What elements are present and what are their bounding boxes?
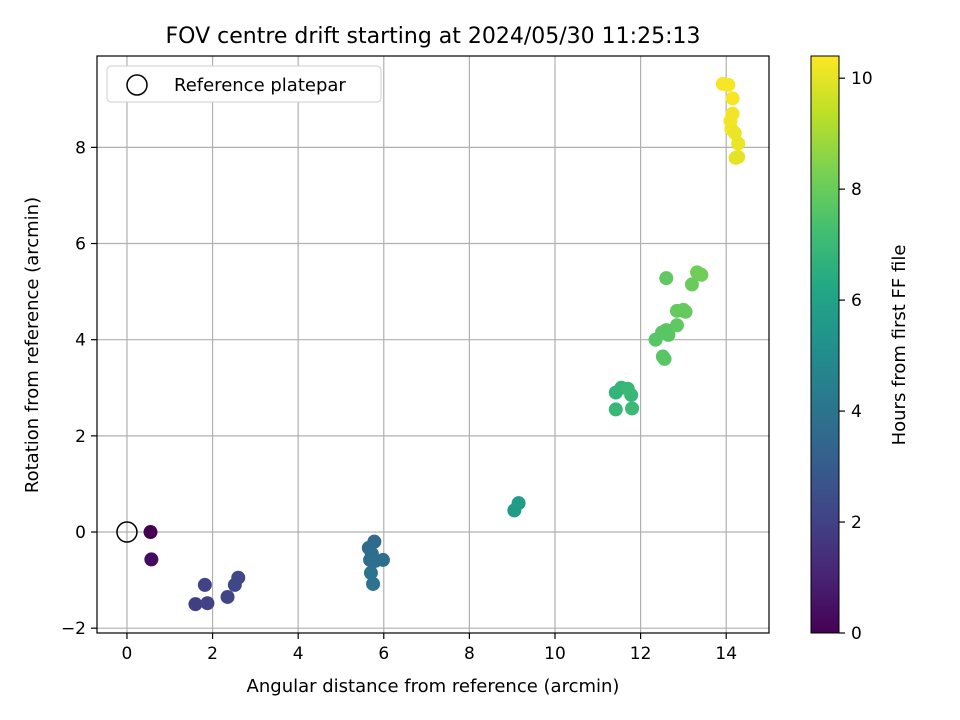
scatter-point [721,77,736,92]
x-tick-label: 10 [544,644,566,664]
scatter-point [731,136,746,151]
scatter-point [366,576,381,591]
scatter-point [625,401,640,416]
y-tick-label: 8 [75,138,86,158]
x-axis-ticks: 0 2 4 6 8 10 12 14 [122,633,737,664]
scatter-point [657,351,672,366]
x-tick-label: 6 [378,644,389,664]
scatter-point [694,267,709,282]
scatter-point [669,318,684,333]
x-tick-label: 2 [207,644,218,664]
scatter-point [367,534,382,549]
colorbar-tick-label: 2 [851,513,862,533]
y-tick-label: 6 [75,235,86,255]
legend-label-reference: Reference platepar [174,75,346,96]
scatter-point [368,553,383,568]
x-tick-label: 14 [715,644,737,664]
colorbar-tick-label: 6 [851,291,862,311]
colorbar-tick-label: 0 [851,624,862,644]
legend-box [106,65,382,103]
scatter-point [659,271,674,286]
colorbar-label: Hours from first FF file [889,245,910,446]
colorbar-tick-label: 8 [851,180,862,200]
scatter-point [725,91,740,106]
scatter-point [188,597,203,612]
scatter-point [144,552,159,567]
colorbar-gradient [810,55,840,634]
scatter-point [220,589,235,604]
x-tick-label: 4 [293,644,304,664]
colorbar: 0 2 4 6 8 10 Hours from first FF file [810,55,910,644]
data-points [143,76,746,612]
scatter-point [200,596,215,611]
colorbar-tick-label: 10 [851,69,873,89]
scatter-point [684,277,699,292]
y-tick-label: −2 [61,619,86,639]
scatter-point [363,565,378,580]
grid-lines [97,56,769,633]
scatter-point [661,327,676,342]
legend: Reference platepar [106,65,382,103]
x-axis-label: Angular distance from reference (arcmin) [247,676,620,697]
scatter-point [231,570,246,585]
chart-title: FOV centre drift starting at 2024/05/30 … [166,24,701,49]
y-tick-label: 4 [75,331,86,351]
colorbar-tick-label: 4 [851,402,862,422]
y-tick-label: 2 [75,427,86,447]
x-tick-label: 0 [122,644,133,664]
scatter-point [608,402,623,417]
x-tick-label: 8 [464,644,475,664]
y-tick-label: 0 [75,523,86,543]
scatter-point [678,304,693,319]
scatter-point [143,525,158,540]
x-tick-label: 12 [630,644,652,664]
y-axis-ticks: −2 0 2 4 6 8 [61,138,97,639]
reference-platepar-marker [116,521,138,543]
scatter-point [727,125,742,140]
scatter-point [511,496,526,511]
legend-reference-marker [126,74,148,96]
scatter-point [624,387,639,402]
y-axis-label: Rotation from reference (arcmin) [22,197,43,493]
scatter-point [197,577,212,592]
plot-frame [96,55,770,634]
scatter-point [731,149,746,164]
colorbar-ticks: 0 2 4 6 8 10 [839,69,873,644]
